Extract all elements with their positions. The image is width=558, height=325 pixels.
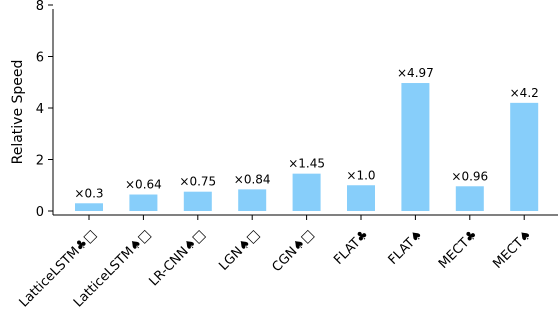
y-tick-label: 8: [36, 0, 44, 14]
x-axis: LatticeLSTM♣□LatticeLSTM♠□LR-CNN♠□ LGN♠□ C…: [17, 214, 558, 310]
bar: [75, 203, 103, 211]
x-tick-label: LR-CNN♠□: [146, 227, 208, 289]
data-label: ×0.96: [451, 169, 488, 183]
bar: [510, 102, 539, 211]
bars-layer: [75, 83, 539, 211]
bar: [347, 185, 375, 211]
x-tick-label: MECT♣: [436, 227, 481, 272]
bar: [292, 173, 321, 211]
x-tick-label: FLAT♠: [386, 227, 427, 268]
y-tick-label: 4: [36, 102, 44, 117]
x-tick-label: MECT♠: [490, 227, 535, 272]
bar: [129, 194, 158, 211]
bar: [401, 83, 430, 211]
y-tick-label: 2: [36, 154, 44, 169]
data-labels-layer: ×0.3 ×0.64 ×0.75 ×0.84 ×1.45 ×1.0 ×4.97 ×0.96 ×4…: [74, 66, 538, 200]
data-label: ×0.84: [234, 172, 271, 186]
data-label: ×1.0: [346, 168, 375, 182]
data-label: ×4.97: [397, 66, 434, 80]
data-label: ×0.75: [179, 175, 216, 189]
y-tick-label: 0: [36, 205, 44, 220]
bar: [455, 186, 484, 211]
data-label: ×4.2: [510, 86, 539, 100]
y-axis-label: Relative Speed: [10, 60, 26, 165]
y-axis: 0 2 4 6 8: [36, 0, 54, 220]
data-label: ×0.64: [125, 178, 162, 192]
x-tick-label: LGN♠□: [216, 227, 263, 274]
bar: [183, 191, 212, 211]
data-label: ×0.3: [74, 186, 103, 200]
data-label: ×1.45: [288, 157, 325, 171]
y-tick-label: 6: [36, 51, 44, 66]
x-tick-label: CGN♠□: [269, 227, 317, 275]
x-tick-label: FLAT♣: [331, 227, 372, 268]
bar: [238, 189, 267, 211]
